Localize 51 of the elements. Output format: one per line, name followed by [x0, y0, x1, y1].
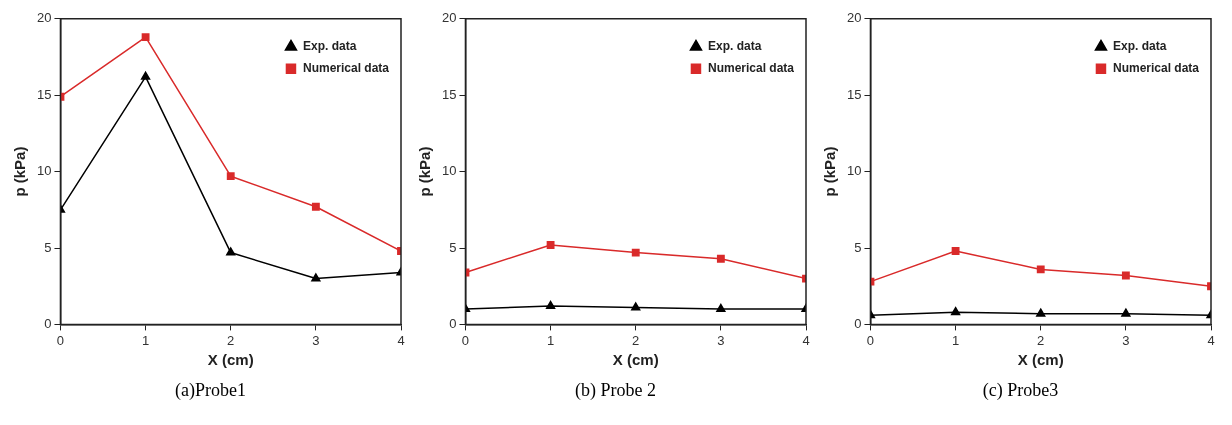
x-tick-label: 1 [951, 332, 960, 348]
legend-label: Numerical data [707, 61, 795, 76]
x-tick-label: 4 [1207, 332, 1215, 348]
legend-label: Exp. data [1112, 39, 1167, 54]
y-tick-label: 5 [449, 239, 457, 255]
point [226, 172, 235, 181]
y-axis-title: p (kPa) [11, 146, 29, 197]
point [141, 33, 150, 42]
point [311, 202, 320, 211]
y-tick-label: 15 [441, 86, 457, 102]
point [140, 71, 151, 80]
y-axis-title: p (kPa) [416, 146, 434, 197]
x-tick-label: 0 [56, 332, 65, 348]
x-tick-label: 2 [227, 332, 235, 348]
y-tick-label: 0 [449, 315, 457, 331]
text: (a)Probe1 [174, 380, 247, 401]
y-tick-label: 20 [441, 10, 457, 26]
y-tick-label: 20 [846, 10, 862, 26]
legend-label: Exp. data [707, 39, 762, 54]
y-tick-label: 10 [846, 163, 862, 179]
x-tick-label: 3 [717, 332, 725, 348]
text: (c) Probe3 [981, 380, 1060, 401]
x-axis-title: X (cm) [207, 351, 254, 369]
legend-label: Exp. data [302, 39, 357, 54]
y-tick-label: 15 [36, 86, 52, 102]
y-tick-label: 5 [854, 239, 862, 255]
x-tick-label: 3 [1122, 332, 1130, 348]
point [311, 273, 321, 282]
x-axis-title: X (cm) [1017, 351, 1064, 369]
legend-label: Numerical data [1112, 61, 1200, 76]
x-tick-label: 0 [866, 332, 875, 348]
y-tick-label: 10 [36, 163, 52, 179]
point [226, 247, 236, 256]
y-tick-label: 15 [846, 86, 862, 102]
y-tick-label: 0 [44, 315, 52, 331]
x-tick-label: 3 [312, 332, 320, 348]
x-tick-label: 1 [546, 332, 555, 348]
x-tick-label: 2 [632, 332, 640, 348]
x-tick-label: 1 [141, 332, 150, 348]
legend-label: Numerical data [302, 61, 390, 76]
y-tick-label: 0 [854, 315, 862, 331]
y-tick-label: 10 [441, 163, 457, 179]
x-tick-label: 4 [397, 332, 405, 348]
text: (b) Probe 2 [574, 380, 657, 401]
y-tick-label: 20 [36, 10, 52, 26]
x-tick-label: 0 [461, 332, 470, 348]
y-tick-label: 5 [44, 239, 52, 255]
x-tick-label: 2 [1037, 332, 1045, 348]
x-axis-title: X (cm) [612, 351, 659, 369]
y-axis-title: p (kPa) [821, 146, 839, 197]
x-tick-label: 4 [802, 332, 810, 348]
